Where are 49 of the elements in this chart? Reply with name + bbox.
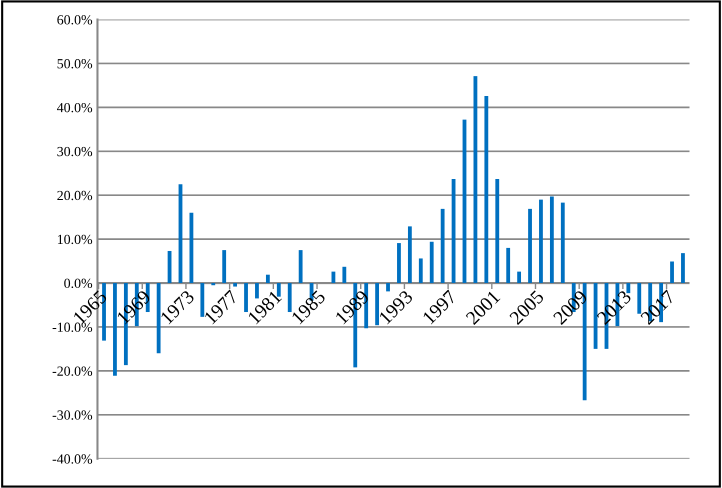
bar: [539, 200, 543, 284]
bar: [430, 242, 434, 284]
bar: [200, 283, 204, 317]
bar: [550, 196, 554, 284]
bar: [681, 253, 685, 284]
bar: [462, 120, 466, 284]
bar: [474, 76, 478, 284]
y-tick-label: 0.0%: [64, 278, 92, 288]
bar: [190, 212, 194, 284]
y-tick-label: -10.0%: [52, 322, 92, 332]
bar: [332, 272, 336, 284]
y-tick-label: 20.0%: [57, 190, 92, 200]
bar: [375, 283, 380, 326]
bar: [495, 178, 500, 284]
bar: [288, 283, 292, 312]
bar: [342, 266, 346, 284]
y-tick-label: 30.0%: [57, 146, 92, 156]
y-tick-label: -30.0%: [52, 410, 92, 420]
bar: [506, 248, 510, 284]
bar: [484, 96, 488, 284]
bar: [222, 250, 226, 284]
bar: [560, 202, 565, 284]
bar: [517, 272, 522, 284]
bar: [452, 178, 456, 284]
bar: [637, 283, 642, 314]
y-tick-label: 10.0%: [58, 234, 92, 244]
bar: [178, 184, 182, 284]
bar: [244, 283, 248, 312]
bar: [418, 258, 423, 284]
bar: [594, 283, 598, 349]
bar: [113, 283, 117, 376]
bar: [233, 283, 238, 287]
y-tick-label: 60.0%: [57, 15, 92, 25]
bar: [440, 208, 445, 284]
bar: [670, 262, 674, 284]
x-tick-label: 2001: [465, 290, 501, 326]
x-tick-label: 1981: [247, 290, 282, 325]
bar: [386, 283, 390, 292]
y-tick-label: -40.0%: [52, 454, 92, 464]
bar: [156, 283, 161, 354]
y-tick-label: -20.0%: [52, 366, 92, 376]
bar: [298, 250, 303, 284]
bar: [408, 226, 412, 284]
y-tick-label: 50.0%: [58, 59, 92, 68]
bar: [266, 274, 270, 284]
bar: [397, 243, 401, 284]
bar: [168, 250, 172, 284]
y-tick-label: 40.0%: [57, 102, 92, 112]
bar: [528, 208, 532, 284]
